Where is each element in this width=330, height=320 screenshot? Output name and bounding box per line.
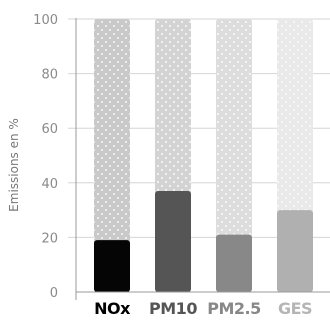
x-category-label: NOx xyxy=(94,299,131,318)
background-bar-dots xyxy=(94,19,130,292)
y-axis-ticks: 0 20 40 60 80 100 xyxy=(33,13,58,301)
y-axis-label: Emissions en % xyxy=(7,118,21,212)
x-category-label: PM10 xyxy=(149,299,197,318)
y-tick-label: 60 xyxy=(41,122,58,137)
y-tick-label: 20 xyxy=(41,231,58,246)
x-category-label: PM2.5 xyxy=(207,299,261,318)
bar-pm25 xyxy=(216,234,252,292)
y-tick-label: 80 xyxy=(41,68,58,83)
value-bars xyxy=(94,190,313,292)
bar-pm10 xyxy=(155,190,191,292)
x-axis-labels: NOx PM10 PM2.5 GES xyxy=(94,299,312,318)
background-bar-dots xyxy=(216,19,252,292)
bar-ges xyxy=(277,210,313,292)
y-tick-label: 100 xyxy=(33,13,58,28)
y-tick-label: 0 xyxy=(50,286,58,301)
x-category-label: GES xyxy=(278,299,312,318)
y-tick-label: 40 xyxy=(41,177,58,192)
bar-nox xyxy=(94,240,130,292)
